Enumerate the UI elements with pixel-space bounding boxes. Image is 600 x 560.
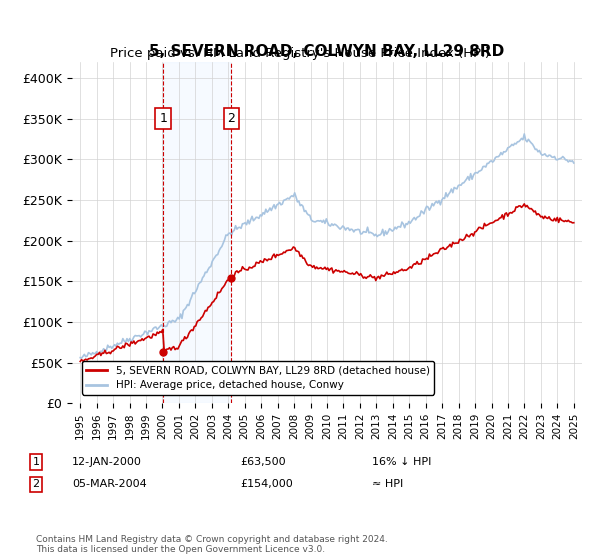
Text: 16% ↓ HPI: 16% ↓ HPI xyxy=(372,457,431,467)
Text: 05-MAR-2004: 05-MAR-2004 xyxy=(72,479,147,489)
Text: 2: 2 xyxy=(227,112,235,125)
Text: £63,500: £63,500 xyxy=(240,457,286,467)
Text: ≈ HPI: ≈ HPI xyxy=(372,479,403,489)
Text: 12-JAN-2000: 12-JAN-2000 xyxy=(72,457,142,467)
Text: 1: 1 xyxy=(32,457,40,467)
Title: 5, SEVERN ROAD, COLWYN BAY, LL29 8RD: 5, SEVERN ROAD, COLWYN BAY, LL29 8RD xyxy=(149,44,505,59)
Bar xyxy=(163,62,231,403)
Text: £154,000: £154,000 xyxy=(240,479,293,489)
Text: Price paid vs. HM Land Registry's House Price Index (HPI): Price paid vs. HM Land Registry's House … xyxy=(110,46,490,60)
Text: Contains HM Land Registry data © Crown copyright and database right 2024.
This d: Contains HM Land Registry data © Crown c… xyxy=(36,535,388,554)
Text: 2: 2 xyxy=(32,479,40,489)
Text: 1: 1 xyxy=(159,112,167,125)
Legend: 5, SEVERN ROAD, COLWYN BAY, LL29 8RD (detached house), HPI: Average price, detac: 5, SEVERN ROAD, COLWYN BAY, LL29 8RD (de… xyxy=(82,361,434,395)
